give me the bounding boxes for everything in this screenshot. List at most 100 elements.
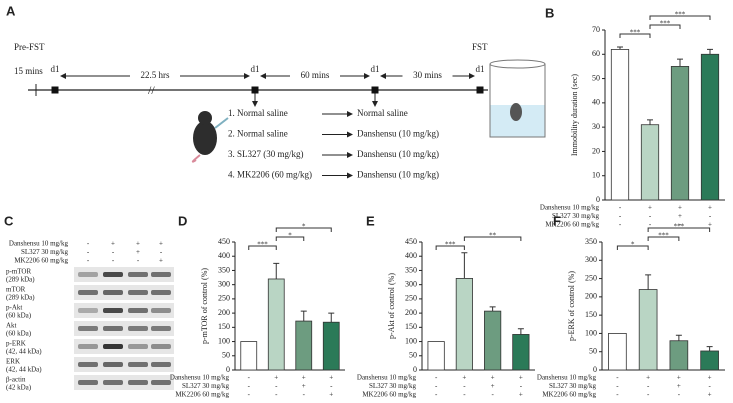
significance-bracket [248,245,277,250]
condition-label: Danshensu 10 mg/kg [9,240,69,248]
error-bar [617,46,623,50]
bar [512,334,530,371]
blot-band [103,380,123,385]
blot-band [78,362,98,367]
error-bar [706,346,713,351]
error-bar [273,262,280,279]
fst-beaker [489,59,546,138]
blot-strip [74,339,174,354]
condition-label: Danshensu 10 mg/kg [357,374,417,382]
blot-strip [74,285,174,300]
bar [640,124,660,201]
error-bar [707,48,713,55]
error-bar [517,328,524,335]
condition-sign: - [248,382,251,390]
blot-band [151,380,171,385]
y-axis-label: p-ERK of control (%) [567,271,576,341]
interval-label: 30 mins [413,70,442,80]
band-name: Akt [6,322,17,330]
condition-sign: - [435,374,438,382]
blot-strip [74,375,174,390]
significance-bracket [647,227,711,232]
condition-sign: + [302,374,306,382]
y-tick-label: 150 [218,322,230,331]
condition-sign: + [274,374,278,382]
treatment-first: 3. SL327 (30 mg/kg) [228,149,304,159]
condition-sign: + [708,204,712,212]
y-tick-label: 150 [405,322,417,331]
bar [295,320,313,371]
band-name: ERK [6,358,20,366]
start-label: Pre-FST [14,42,45,52]
y-tick-label: 300 [405,279,417,288]
bar [638,289,658,371]
treatment-first: 4. MK2206 (60 mg/kg) [228,170,312,180]
error-bar [328,312,335,323]
blot-band [103,344,123,349]
condition-label: SL327 30 mg/kg [369,382,417,390]
panel-label: E [366,213,375,228]
condition-sign: - [435,382,438,390]
y-tick-label: 350 [585,237,597,246]
bar [427,341,445,371]
condition-sign: - [616,382,619,390]
significance-bracket [275,227,332,232]
y-tick-label: 30 [592,122,600,131]
blot-band [103,326,123,331]
blot-band [151,362,171,367]
condition-sign: + [329,374,333,382]
condition-sign: - [619,204,622,212]
y-axis-label: Immobility duration (sec) [570,74,579,157]
y-tick-label: 200 [405,308,417,317]
significance-bracket [619,33,651,38]
y-tick-label: 0 [593,365,597,374]
condition-sign: - [463,391,466,399]
condition-sign: + [648,204,652,212]
condition-sign: + [159,240,163,248]
day-marker [476,86,484,94]
error-bar [675,334,682,341]
start-note: 15 mins [14,66,43,76]
condition-sign: + [678,204,682,212]
condition-sign: + [136,248,140,256]
y-tick-label: 100 [585,328,597,337]
y-tick-label: 50 [592,73,600,82]
bar [608,333,627,371]
condition-label: MK2206 60 mg/kg [362,391,416,399]
y-tick-label: 50 [409,351,417,360]
treatment-second: Danshensu (10 mg/kg) [357,149,439,159]
error-bar [300,310,307,322]
condition-label: Danshensu 10 mg/kg [540,204,600,212]
y-tick-label: 0 [226,365,230,374]
condition-sign: - [112,257,115,265]
band-size: (60 kDa) [6,312,32,320]
condition-sign: + [519,374,523,382]
band-size: (289 kDa) [6,276,35,284]
band-name: β-actin [6,376,26,384]
y-tick-label: 0 [413,365,417,374]
day-label: d1 [476,64,485,74]
band-size: (60 kDa) [6,330,32,338]
band-size: (42, 44 kDa) [6,366,42,374]
bar [484,310,502,371]
condition-sign: + [462,374,466,382]
blot-band [78,290,98,295]
significance-label: * [302,223,306,231]
condition-sign: - [619,221,622,229]
significance-bracket [647,236,680,241]
condition-sign: - [160,248,163,256]
y-tick-label: 250 [218,294,230,303]
treatment-first: 1. Normal saline [228,108,288,118]
y-tick-label: 50 [589,347,597,356]
condition-sign: - [616,391,619,399]
condition-label: MK2206 60 mg/kg [545,221,599,229]
band-size: (42, 44 kDa) [6,348,42,356]
bar [700,350,719,371]
condition-sign: + [708,391,712,399]
bar [670,66,690,201]
y-tick-label: 40 [592,98,600,107]
condition-sign: - [463,382,466,390]
y-tick-label: 450 [218,237,230,246]
y-tick-label: 20 [592,146,600,155]
